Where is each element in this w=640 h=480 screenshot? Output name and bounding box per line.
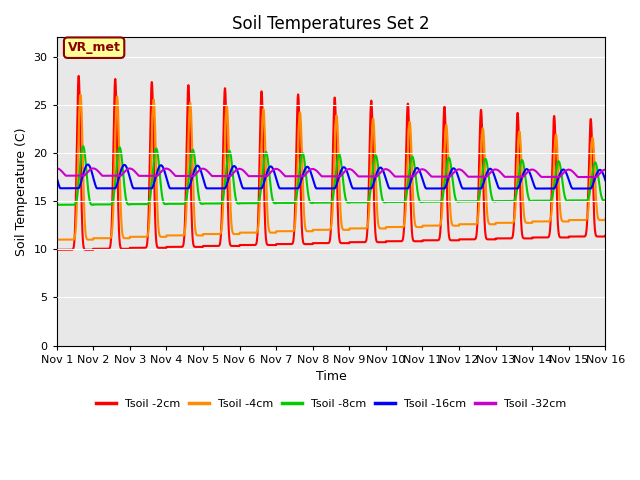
Tsoil -4cm [385,224,392,230]
Tsoil -16cm [206,185,214,191]
Line: Tsoil -32cm: Tsoil -32cm [57,168,605,177]
Tsoil -32cm [385,167,392,173]
Tsoil -2cm [394,239,402,244]
Tsoil -8cm [385,199,392,205]
Line: Tsoil -8cm: Tsoil -8cm [57,146,605,205]
Y-axis label: Soil Temperature (C): Soil Temperature (C) [15,127,28,256]
Tsoil -8cm [602,197,609,203]
Tsoil -16cm [84,162,92,168]
Tsoil -8cm [206,201,214,206]
Line: Tsoil -4cm: Tsoil -4cm [57,95,605,240]
Tsoil -4cm [550,177,557,182]
Tsoil -16cm [170,185,178,191]
Legend: Tsoil -2cm, Tsoil -4cm, Tsoil -8cm, Tsoil -16cm, Tsoil -32cm: Tsoil -2cm, Tsoil -4cm, Tsoil -8cm, Tsoi… [92,395,570,413]
Tsoil -8cm [170,201,178,207]
Tsoil -4cm [206,231,214,237]
Tsoil -16cm [569,186,577,192]
Tsoil -16cm [385,184,392,190]
Tsoil -2cm [385,239,392,244]
Tsoil -4cm [53,237,61,242]
Tsoil -2cm [170,244,178,250]
Tsoil -4cm [602,216,609,222]
Tsoil -32cm [170,172,178,178]
Tsoil -8cm [53,202,61,208]
Tsoil -32cm [394,174,402,180]
Tsoil -16cm [602,178,609,183]
Tsoil -8cm [394,199,402,205]
Tsoil -32cm [549,174,557,180]
Tsoil -2cm [602,233,609,239]
Tsoil -4cm [76,92,84,98]
Tsoil -8cm [79,144,87,149]
X-axis label: Time: Time [316,370,346,383]
Tsoil -8cm [601,198,609,204]
Tsoil -16cm [394,186,402,192]
Tsoil -16cm [53,175,61,180]
Tsoil -32cm [602,167,609,173]
Tsoil -32cm [574,174,582,180]
Text: VR_met: VR_met [68,41,120,54]
Line: Tsoil -16cm: Tsoil -16cm [57,165,605,189]
Tsoil -32cm [53,166,61,171]
Tsoil -4cm [170,233,178,239]
Tsoil -32cm [206,171,214,177]
Title: Soil Temperatures Set 2: Soil Temperatures Set 2 [232,15,430,33]
Line: Tsoil -2cm: Tsoil -2cm [57,76,605,250]
Tsoil -2cm [53,247,61,252]
Tsoil -2cm [550,123,557,129]
Tsoil -8cm [550,188,557,194]
Tsoil -2cm [601,234,609,240]
Tsoil -16cm [602,177,609,182]
Tsoil -2cm [75,73,83,79]
Tsoil -32cm [601,167,609,173]
Tsoil -4cm [394,224,402,230]
Tsoil -2cm [206,243,214,249]
Tsoil -4cm [601,217,609,223]
Tsoil -16cm [550,186,557,192]
